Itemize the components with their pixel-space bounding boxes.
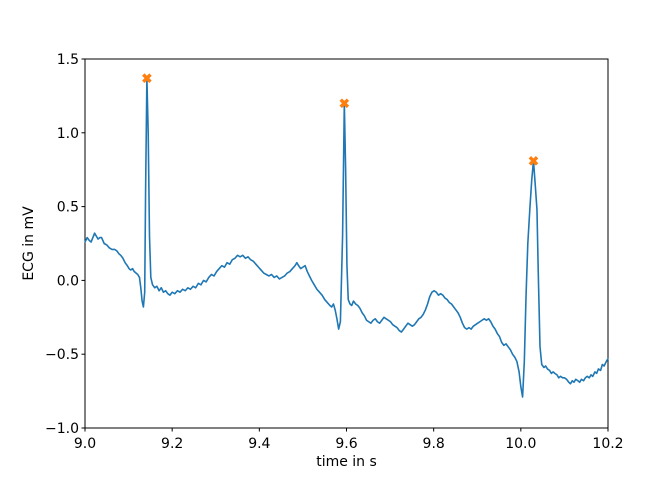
y-tick-label: 1.0 (57, 126, 79, 142)
x-tick-label: 9.8 (423, 436, 445, 452)
x-axis-label: time in s (316, 454, 377, 470)
y-tick-label: 1.5 (57, 52, 79, 68)
x-tick-label: 9.2 (161, 436, 183, 452)
y-axis-label: ECG in mV (21, 206, 37, 281)
y-tick-label: 0.5 (57, 200, 79, 216)
r-peak-marker (339, 98, 350, 109)
r-peak-marker (142, 73, 152, 83)
x-tick-label: 9.0 (74, 436, 96, 452)
x-tick-label: 9.4 (248, 436, 270, 452)
x-tick-label: 10.0 (505, 436, 536, 452)
ecg-signal-line (84, 77, 609, 398)
y-tick-label: −1.0 (45, 421, 79, 437)
x-tick-label: 10.2 (592, 436, 623, 452)
y-tick-label: −0.5 (45, 347, 79, 363)
x-tick-label: 9.6 (335, 436, 357, 452)
y-tick-label: 0.0 (57, 273, 79, 289)
r-peak-marker (528, 156, 539, 166)
